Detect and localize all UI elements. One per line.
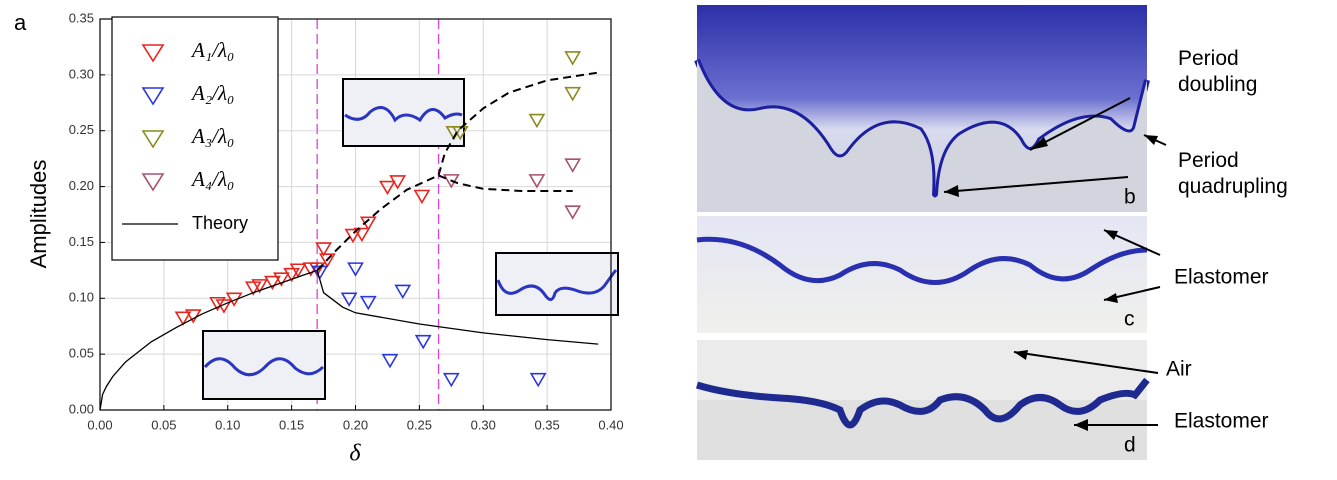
panel-label: a: [14, 10, 27, 35]
x-tick-label: 0.10: [215, 417, 240, 432]
x-tick-label: 0.05: [151, 417, 176, 432]
plot-area: 0.00 0.05 0.10 0.15 0.20 0.25 0.30 0.35 0.40 0.00…: [69, 10, 624, 432]
x-tick-label: 0.40: [598, 417, 623, 432]
y-tick-label: 0.30: [69, 66, 94, 81]
x-tick-label: 0.35: [534, 417, 559, 432]
y-tick-label: 0.00: [69, 401, 94, 416]
annotation: Air: [1166, 358, 1192, 381]
x-tick-label: 0.30: [471, 417, 496, 432]
legend-label: Theory: [192, 213, 248, 233]
panel-label: d: [1124, 434, 1136, 457]
legend-label: A₂/λ₀: [190, 81, 234, 105]
photo-d: [697, 340, 1158, 460]
legend-label: A₃/λ₀: [190, 124, 234, 148]
panel-label: b: [1124, 186, 1136, 209]
panel-label: c: [1124, 308, 1135, 331]
photo-c: [697, 216, 1160, 333]
y-tick-label: 0.05: [69, 346, 94, 361]
inset-frame: [496, 253, 618, 315]
annotation: Elastomer: [1174, 266, 1269, 289]
inset-frame: [203, 331, 325, 399]
legend-label: A₄/λ₀: [190, 167, 234, 191]
x-axis-label: δ: [349, 441, 361, 467]
figure: a Amplitudes δ 0.000.050.100.150.200.250…: [0, 0, 1337, 475]
y-tick-label: 0.25: [69, 122, 94, 137]
x-tick-label: 0.25: [407, 417, 432, 432]
annotation: Elastomer: [1174, 410, 1269, 433]
y-tick-label: 0.10: [69, 290, 94, 305]
inset-photo: [343, 79, 464, 146]
y-tick-label: 0.15: [69, 234, 94, 249]
x-tick-label: 0.20: [343, 417, 368, 432]
y-tick-label: 0.20: [69, 178, 94, 193]
inset-photo: [496, 253, 618, 315]
inset-photo: [203, 331, 325, 399]
x-tick-label: 0.15: [279, 417, 304, 432]
y-axis-label: Amplitudes: [26, 160, 51, 269]
inset-frame: [343, 79, 464, 146]
x-tick-label: 0.00: [87, 417, 112, 432]
legend-label: A₁/λ₀: [190, 38, 234, 62]
legend: A₁/λ₀ A₂/λ₀ A₃/λ₀ A₄/λ₀ Theory: [112, 17, 278, 260]
photo-b: [697, 5, 1166, 212]
y-tick-label: 0.35: [69, 10, 94, 25]
